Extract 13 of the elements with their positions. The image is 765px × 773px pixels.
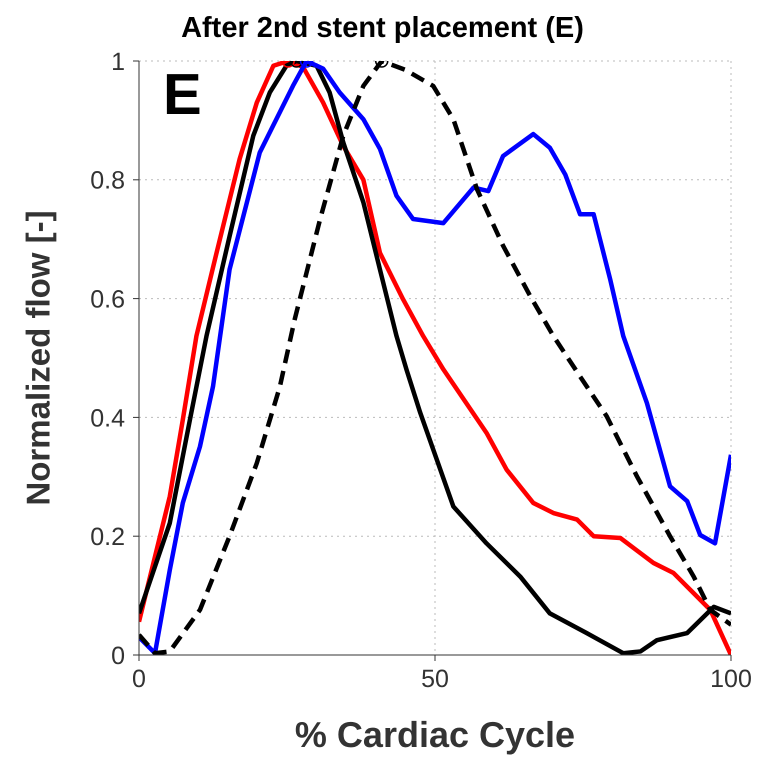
y-tick-label: 0.6 (90, 285, 125, 314)
y-tick-label: 0.4 (90, 404, 126, 432)
y-axis-title: Normalized flow [-] (20, 210, 57, 506)
x-tick-label: 100 (710, 664, 752, 693)
y-tick-label: 1 (111, 48, 125, 76)
y-tick-label: 0.2 (90, 523, 125, 552)
x-tick-label: 0 (132, 664, 146, 693)
x-axis-title: % Cardiac Cycle (294, 714, 576, 755)
chart-title: After 2nd stent placement (E) (180, 11, 585, 46)
annotation: E (163, 61, 202, 129)
y-tick-label: 0 (111, 642, 125, 670)
y-tick-label: 0.8 (90, 166, 125, 195)
x-tick-label: 50 (421, 664, 449, 693)
